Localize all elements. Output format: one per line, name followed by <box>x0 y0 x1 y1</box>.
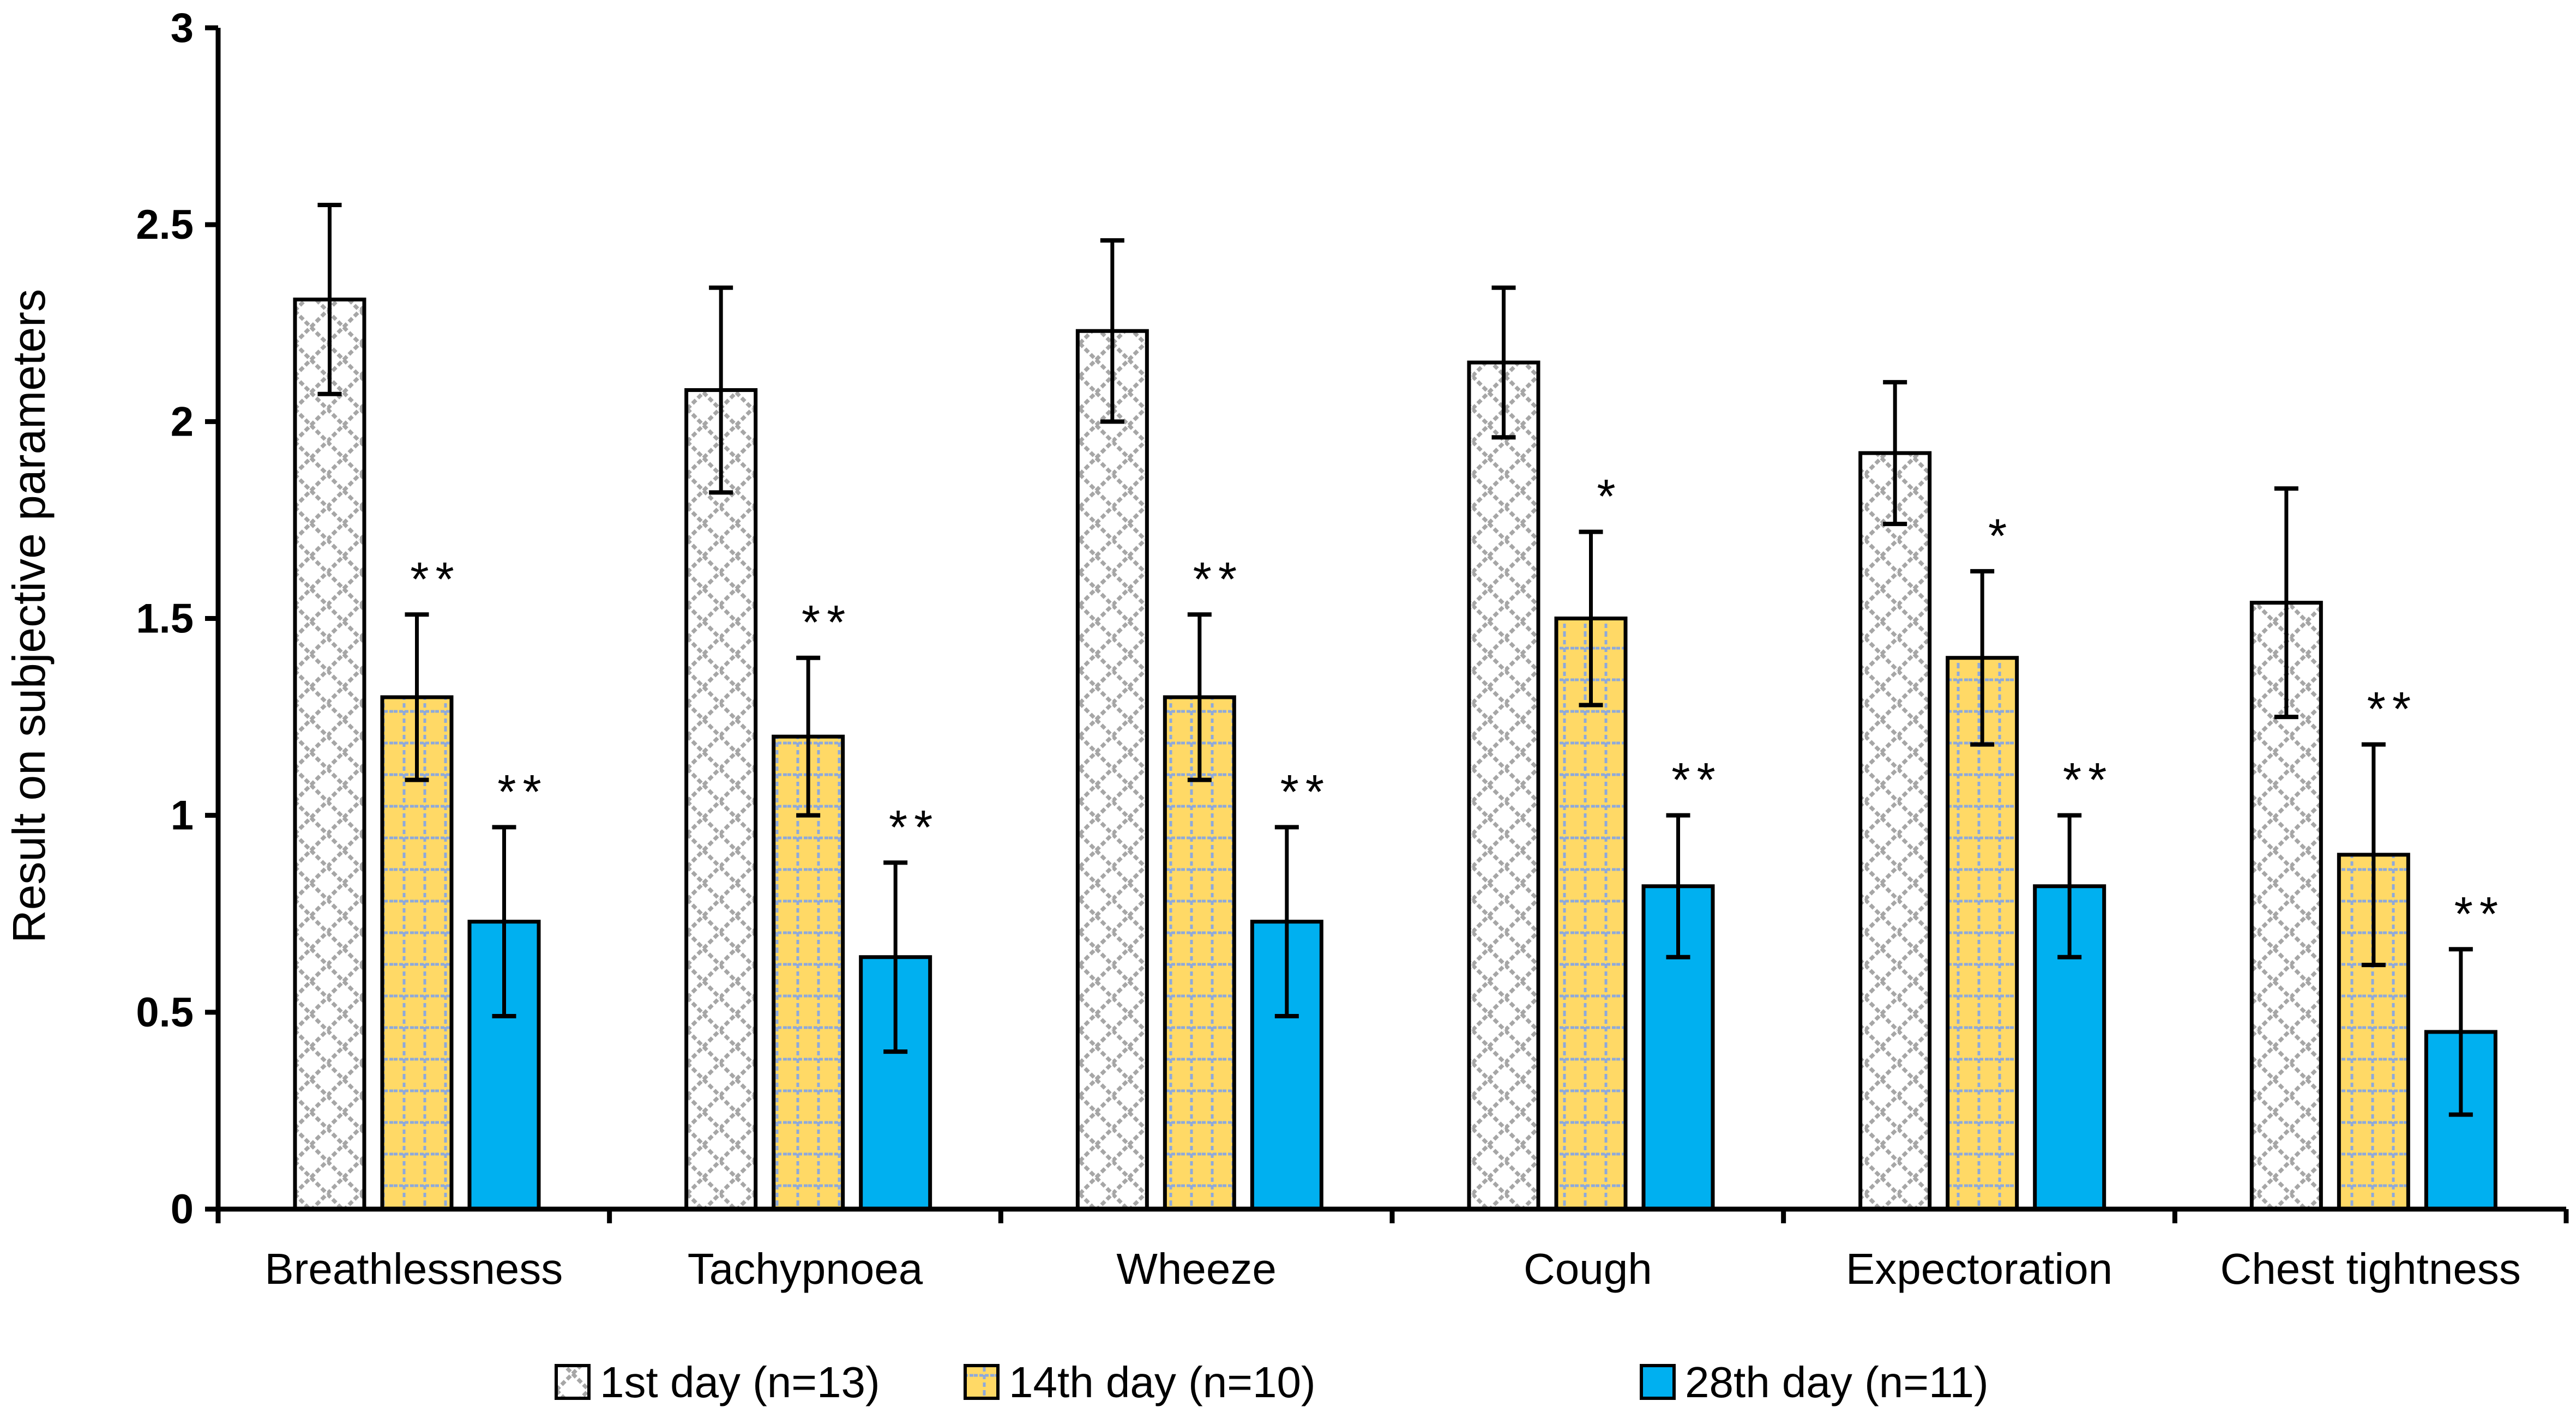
legend-label: 28th day (n=11) <box>1685 1358 1989 1406</box>
y-tick-label: 2.5 <box>136 202 194 248</box>
significance-label: ** <box>1193 552 1244 606</box>
y-tick-label: 1 <box>171 793 194 839</box>
significance-label: * <box>1988 509 2013 563</box>
bar <box>684 388 758 1211</box>
bar <box>1467 360 1540 1211</box>
y-axis-label: Result on subjective parameters <box>3 289 55 943</box>
significance-label: ** <box>410 552 461 606</box>
significance-label: ** <box>2367 682 2418 736</box>
legend-label: 1st day (n=13) <box>600 1358 880 1406</box>
bar <box>1075 329 1149 1211</box>
x-tick-label: Wheeze <box>1116 1245 1276 1293</box>
significance-label: ** <box>2063 753 2114 807</box>
x-tick-label: Tachypnoea <box>688 1245 923 1293</box>
significance-label: ** <box>802 595 852 649</box>
significance-label: ** <box>497 764 548 818</box>
legend-swatch <box>964 1364 1000 1400</box>
bar <box>1554 617 1628 1211</box>
significance-label: * <box>1597 469 1622 523</box>
significance-label: ** <box>1280 764 1331 818</box>
y-tick-label: 0 <box>171 1186 194 1233</box>
x-tick-label: Chest tightness <box>2220 1245 2520 1293</box>
bar <box>1858 451 1932 1211</box>
y-tick-label: 2 <box>171 398 194 445</box>
y-tick-label: 1.5 <box>136 596 194 642</box>
x-tick-label: Breathlessness <box>264 1245 563 1293</box>
legend-swatch <box>1640 1364 1676 1400</box>
significance-label: ** <box>889 800 940 854</box>
y-tick-label: 3 <box>171 5 194 51</box>
significance-label: ** <box>1671 753 1722 807</box>
x-tick-label: Expectoration <box>1846 1245 2112 1293</box>
significance-label: ** <box>2454 886 2505 940</box>
y-tick-label: 0.5 <box>136 989 194 1036</box>
legend-swatch <box>555 1364 591 1400</box>
x-tick-label: Cough <box>1524 1245 1652 1293</box>
bar <box>293 297 366 1211</box>
legend-label: 14th day (n=10) <box>1009 1358 1316 1406</box>
bar <box>1946 656 2019 1211</box>
